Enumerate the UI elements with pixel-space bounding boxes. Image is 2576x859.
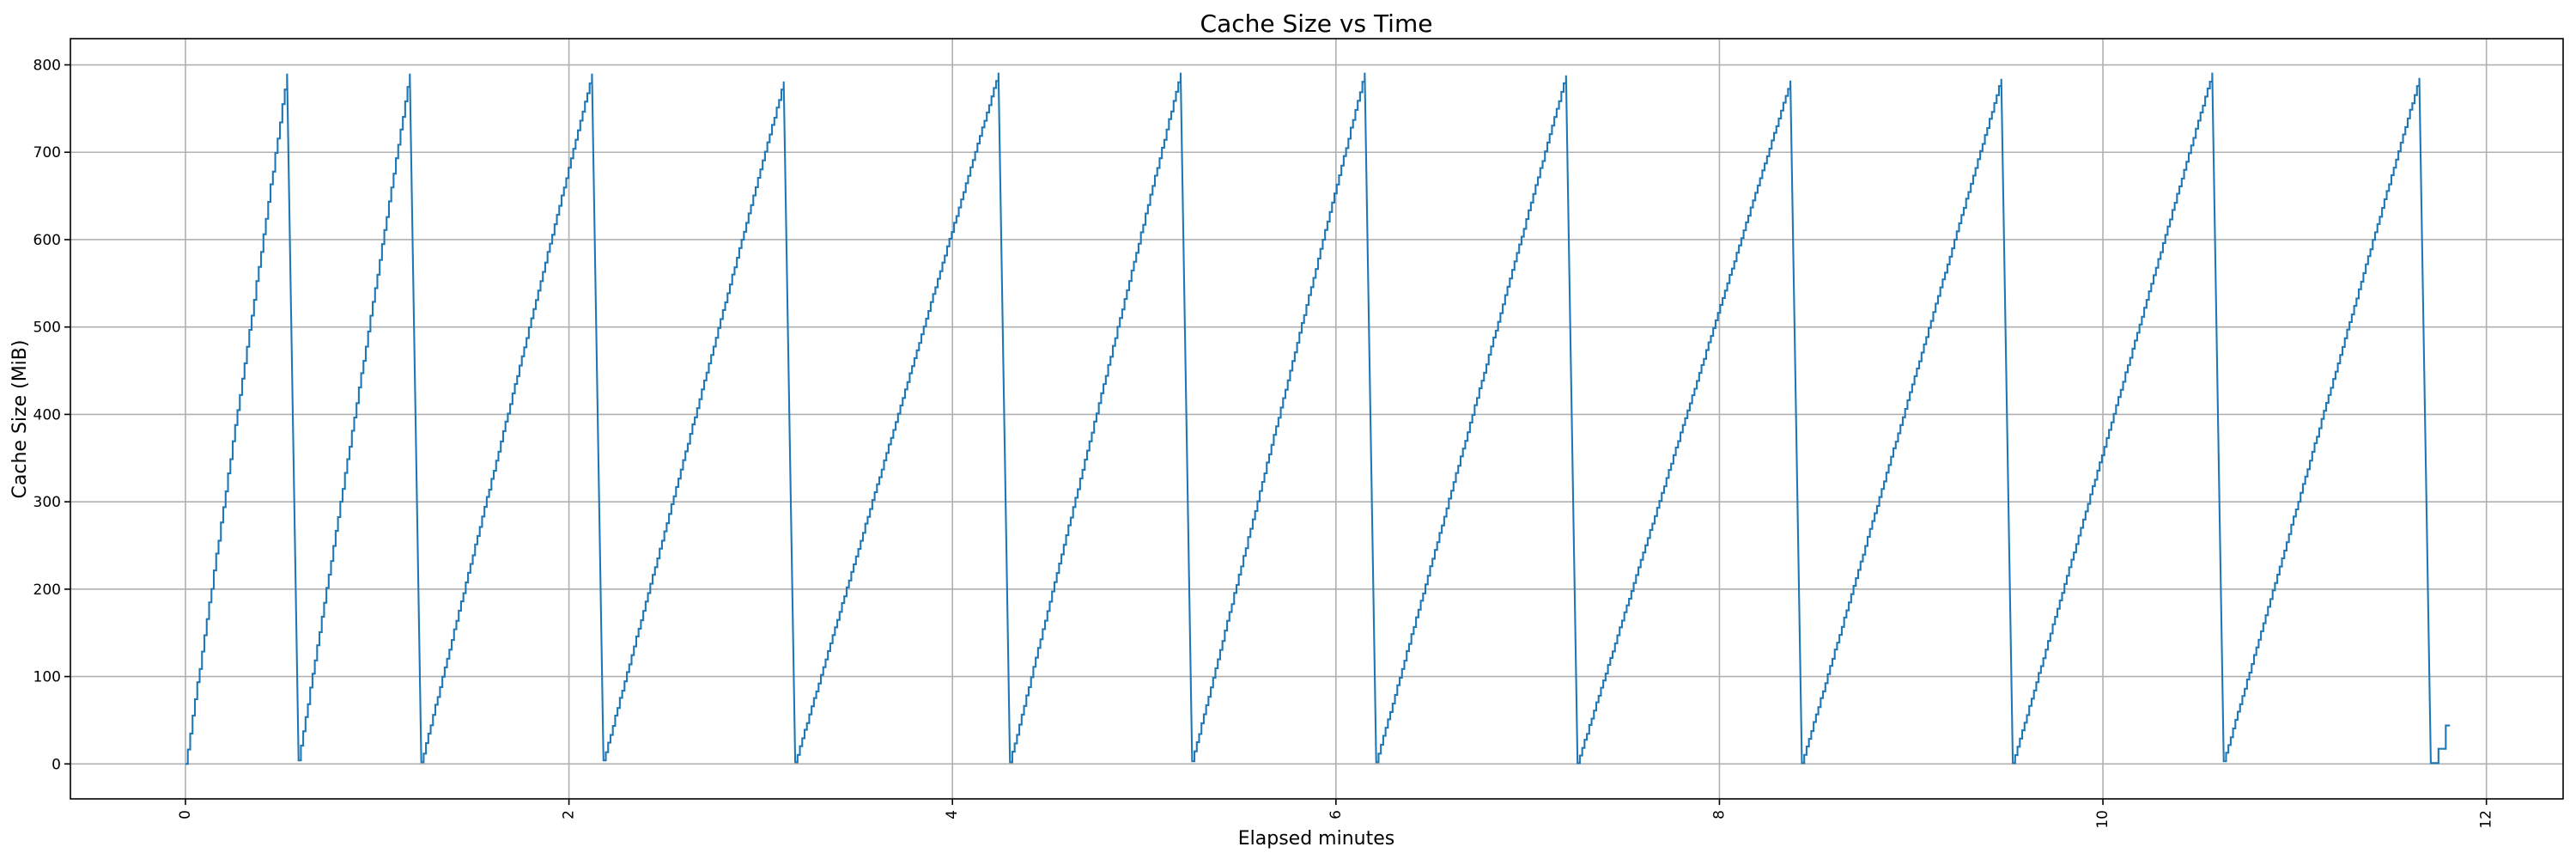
y-tick-label: 800 [33,58,61,75]
y-tick-label: 300 [33,494,61,511]
y-tick-label: 400 [33,406,61,423]
y-tick-label: 600 [33,232,61,249]
x-tick-label: 12 [2478,810,2495,829]
plot-frame [70,38,2564,800]
x-tick-label: 2 [561,810,578,819]
x-tick-label: 6 [1327,810,1345,819]
x-tick-label: 8 [1710,810,1728,819]
series-line [185,72,2451,765]
x-tick-label: 10 [2094,810,2111,829]
x-axis-label: Elapsed minutes [1238,828,1394,850]
y-tick-label: 500 [33,320,61,337]
series-layer [185,72,2451,765]
y-axis-label: Cache Size (MiB) [9,340,31,499]
x-tick-label: 4 [944,810,961,819]
chart-title: Cache Size vs Time [1200,9,1433,38]
y-tick-label: 0 [52,756,61,773]
x-tick-label: 0 [177,810,194,819]
x-axis: 0 2 4 6 8 10 12 [177,799,2495,829]
y-axis: 0 100 200 300 400 500 600 700 800 [33,58,70,773]
y-tick-label: 200 [33,582,61,599]
y-tick-label: 100 [33,669,61,686]
y-tick-label: 700 [33,144,61,161]
